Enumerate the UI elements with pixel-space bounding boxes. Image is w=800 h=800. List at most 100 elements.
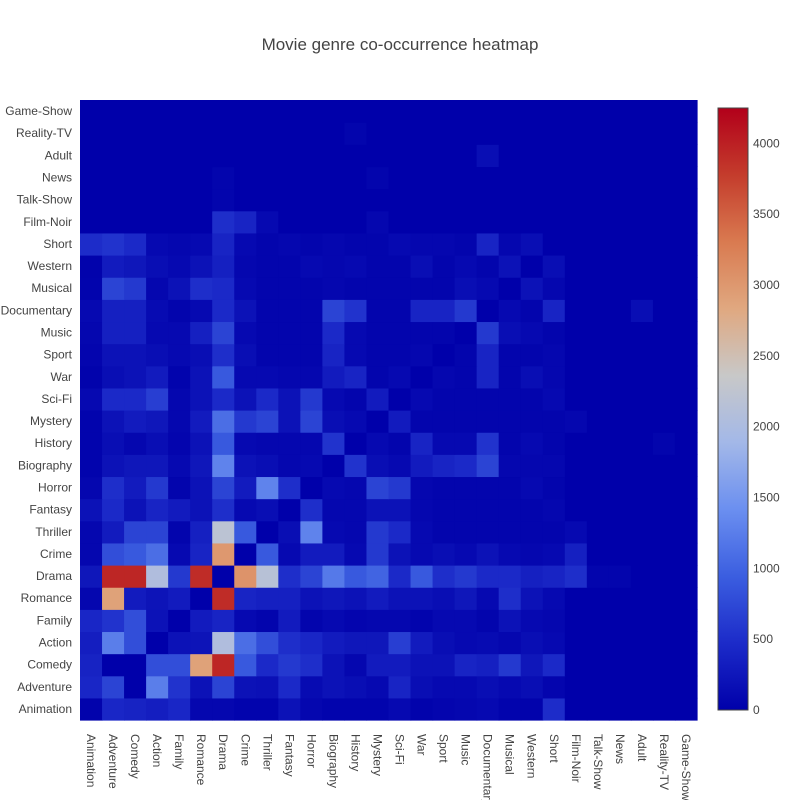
heatmap-cell — [586, 321, 610, 345]
heatmap-cell — [388, 675, 412, 699]
heatmap-cell — [520, 454, 544, 478]
heatmap-cell — [190, 166, 213, 190]
heatmap-cell — [586, 365, 610, 389]
heatmap-cell — [564, 144, 588, 168]
heatmap-cell — [124, 609, 147, 633]
heatmap-cell — [256, 144, 279, 168]
heatmap-cell — [322, 144, 346, 168]
heatmap-cell — [388, 343, 412, 367]
heatmap-cell — [300, 122, 323, 145]
x-tick-label: Sport — [437, 734, 451, 763]
heatmap-cell — [300, 432, 323, 455]
heatmap-cell — [674, 321, 698, 345]
heatmap-cell — [520, 100, 544, 123]
heatmap-cell — [498, 432, 522, 455]
heatmap-cell — [234, 498, 257, 522]
heatmap-cell — [212, 210, 235, 234]
heatmap-cell — [190, 232, 213, 256]
heatmap-cell — [586, 476, 610, 500]
heatmap-cell — [234, 565, 257, 588]
heatmap-cell — [212, 299, 235, 323]
heatmap-cell — [168, 410, 191, 433]
heatmap-cell — [432, 675, 456, 699]
heatmap-cell — [168, 210, 191, 234]
heatmap-cell — [168, 476, 191, 500]
heatmap-cell — [476, 587, 500, 610]
heatmap-cell — [344, 232, 368, 256]
x-tick-label: Short — [547, 734, 561, 763]
heatmap-cell — [498, 609, 522, 633]
heatmap-cell — [542, 100, 566, 123]
heatmap-cell — [146, 520, 169, 544]
heatmap-cell — [542, 609, 566, 633]
heatmap-cell — [212, 343, 235, 367]
heatmap-cell — [300, 210, 323, 234]
heatmap-cell — [674, 498, 698, 522]
heatmap-cell — [300, 188, 323, 212]
heatmap-cell — [410, 542, 434, 566]
heatmap-cell — [234, 188, 257, 212]
heatmap-cell — [300, 476, 323, 500]
heatmap-cell — [168, 587, 191, 610]
heatmap-cell — [454, 609, 478, 633]
heatmap-cell — [234, 631, 257, 655]
heatmap-cell — [498, 565, 522, 588]
heatmap-cell — [586, 277, 610, 300]
heatmap-cell — [322, 188, 346, 212]
heatmap-cell — [146, 232, 169, 256]
heatmap-cell — [674, 100, 698, 123]
heatmap-cell — [564, 255, 588, 278]
heatmap-cell — [564, 321, 588, 345]
heatmap-cell — [432, 609, 456, 633]
heatmap-cell — [476, 255, 500, 278]
heatmap-cell — [256, 631, 279, 655]
heatmap-cell — [146, 387, 169, 411]
heatmap-cell — [564, 122, 588, 145]
heatmap-cell — [586, 454, 610, 478]
heatmap-cell — [410, 653, 434, 677]
heatmap-cell — [476, 188, 500, 212]
heatmap-cell — [432, 188, 456, 212]
heatmap-cell — [124, 277, 147, 300]
heatmap-cell — [388, 387, 412, 411]
heatmap-cell — [564, 166, 588, 190]
heatmap-cell — [652, 697, 676, 721]
heatmap-cell — [212, 565, 235, 588]
heatmap-cell — [80, 631, 103, 655]
heatmap-cell — [146, 631, 169, 655]
heatmap-cell — [168, 432, 191, 455]
heatmap-cell — [608, 232, 632, 256]
heatmap-cell — [168, 255, 191, 278]
heatmap-cell — [564, 520, 588, 544]
heatmap-cell — [234, 232, 257, 256]
heatmap-cell — [190, 255, 213, 278]
heatmap-cell — [146, 210, 169, 234]
heatmap-cell — [344, 520, 368, 544]
heatmap-cell — [674, 697, 698, 721]
heatmap-cell — [256, 122, 279, 145]
heatmap-cell — [542, 277, 566, 300]
heatmap-cell — [674, 565, 698, 588]
heatmap-cell — [124, 520, 147, 544]
colorbar-tick-label: 4000 — [753, 136, 780, 150]
y-tick-label: Sci-Fi — [41, 392, 72, 406]
heatmap-cell — [388, 410, 412, 433]
heatmap-cell — [256, 321, 279, 345]
heatmap-cell — [476, 631, 500, 655]
heatmap-cell — [520, 144, 544, 168]
heatmap-cell — [322, 697, 346, 721]
heatmap-cell — [234, 122, 257, 145]
heatmap-cell — [410, 697, 434, 721]
heatmap-cell — [124, 432, 147, 455]
heatmap-cell — [520, 498, 544, 522]
heatmap-cell — [498, 188, 522, 212]
heatmap-cell — [124, 122, 147, 145]
heatmap-cell — [498, 277, 522, 300]
heatmap-cell — [212, 365, 235, 389]
heatmap-cell — [586, 520, 610, 544]
heatmap-cell — [476, 432, 500, 455]
heatmap-cell — [564, 432, 588, 455]
heatmap-cell — [498, 299, 522, 323]
heatmap-cell — [212, 498, 235, 522]
heatmap-cell — [80, 299, 103, 323]
